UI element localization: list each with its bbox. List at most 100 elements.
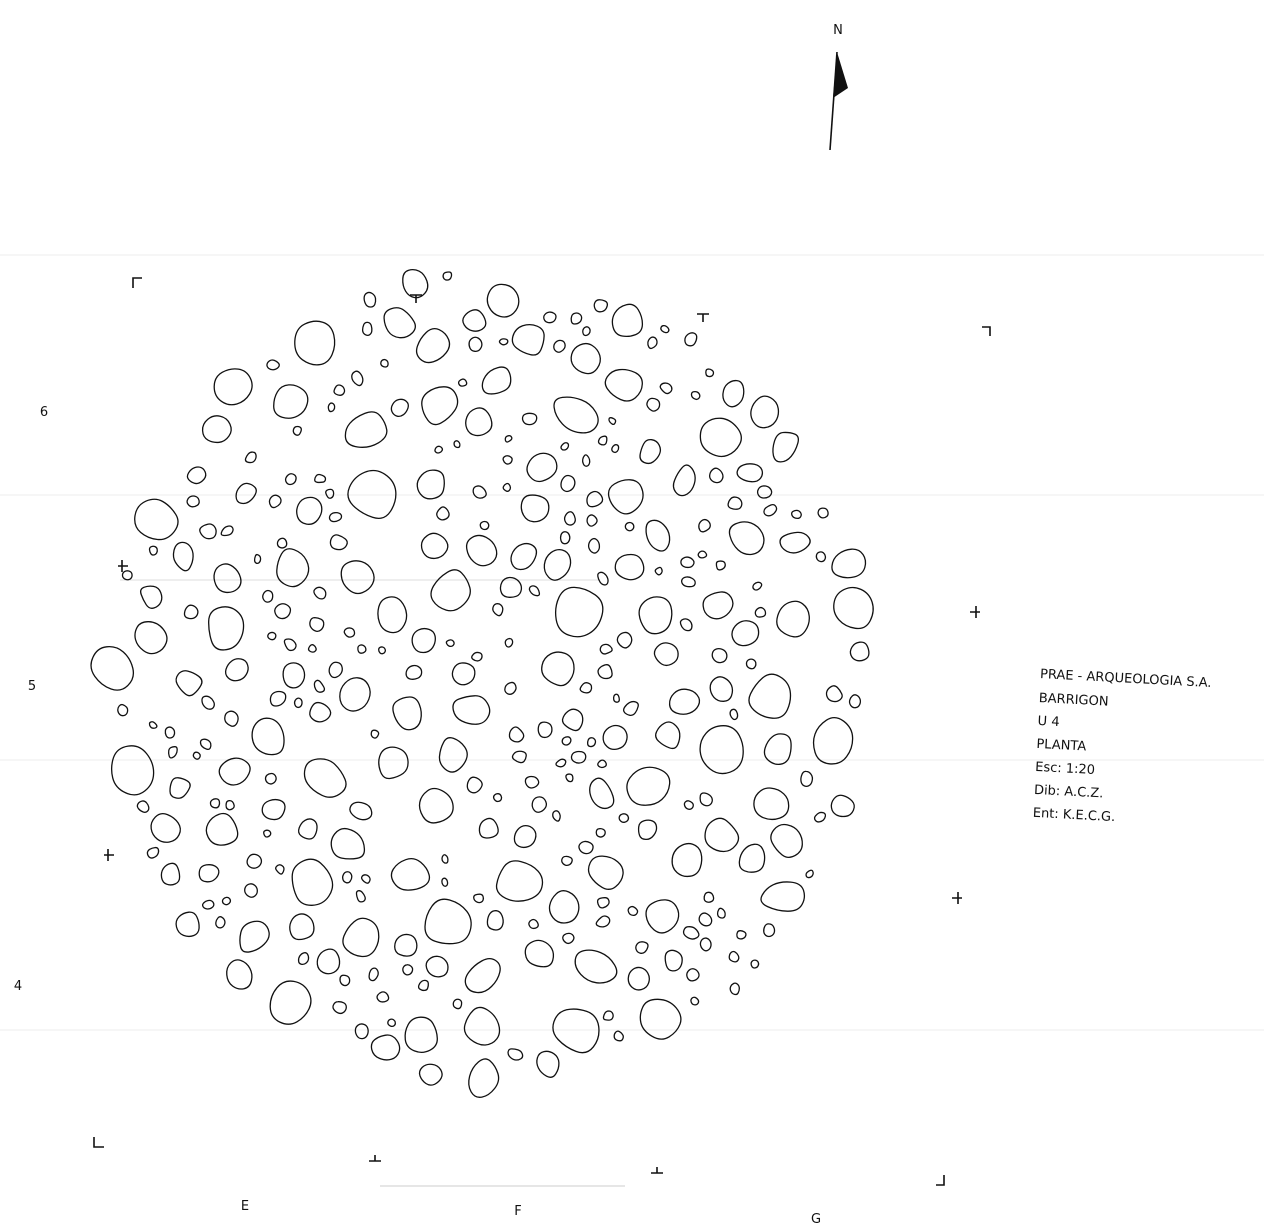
stone [612, 693, 620, 703]
stone [453, 440, 461, 449]
stone [776, 600, 810, 638]
stone [370, 729, 380, 739]
stone [415, 327, 451, 364]
stone [705, 368, 715, 378]
stone [239, 920, 270, 953]
stone [291, 858, 334, 906]
stone [418, 787, 454, 824]
stone [183, 604, 199, 620]
stone [524, 939, 555, 968]
stone [417, 979, 429, 992]
stone [728, 521, 765, 556]
stone [813, 811, 827, 823]
stone [479, 520, 490, 531]
stone [402, 268, 429, 299]
stone [378, 646, 387, 655]
stone [226, 959, 253, 990]
stone [268, 494, 282, 509]
stone [561, 736, 572, 746]
stone [220, 525, 234, 537]
stone [602, 1010, 614, 1021]
column-label: F [514, 1204, 521, 1219]
stone [711, 647, 728, 664]
stone [699, 937, 712, 952]
stone [586, 514, 598, 527]
stone [812, 717, 854, 765]
legend-line: Ent: K.E.C.G. [1032, 806, 1115, 825]
stone [332, 1001, 347, 1015]
stone [328, 661, 343, 679]
stone [513, 824, 537, 849]
stone [611, 303, 644, 338]
stone [273, 384, 309, 419]
north-label: N [833, 23, 843, 38]
stone [848, 694, 862, 709]
stone [275, 864, 285, 875]
tee-marker [410, 294, 422, 303]
stone [627, 966, 650, 991]
tee-marker [118, 560, 128, 572]
stone [134, 621, 168, 655]
stone [581, 454, 591, 467]
north-arrow: N [829, 23, 848, 151]
stone [434, 445, 444, 454]
stone [596, 897, 610, 909]
stone [380, 358, 389, 368]
stone [136, 800, 150, 813]
stone [213, 563, 242, 594]
stone [684, 332, 698, 347]
stone [638, 596, 673, 635]
stone [209, 798, 221, 809]
stone [748, 673, 792, 719]
stone [148, 721, 158, 729]
stone [709, 676, 734, 702]
tee-marker [104, 849, 114, 861]
column-label: E [241, 1199, 249, 1214]
tee-marker [970, 606, 980, 618]
stone [560, 474, 576, 493]
stone [849, 641, 870, 662]
stone [342, 917, 380, 958]
stone [664, 949, 683, 972]
stone [561, 855, 573, 867]
stone [753, 787, 790, 821]
stone [683, 800, 694, 810]
stone [597, 759, 607, 769]
stone [376, 991, 390, 1003]
stone [451, 662, 476, 686]
stone [402, 964, 414, 976]
stone [208, 606, 245, 651]
stone [589, 777, 615, 810]
stone [690, 390, 701, 401]
stone [570, 750, 587, 764]
stone [468, 336, 483, 352]
stone [597, 664, 613, 680]
stone [524, 775, 540, 789]
tee-marker [369, 1155, 381, 1162]
stone [772, 431, 799, 463]
stone [671, 842, 703, 878]
corner-marker [936, 1175, 945, 1186]
stone [815, 551, 827, 563]
stone [121, 570, 133, 581]
stone [438, 737, 468, 773]
stone [604, 368, 643, 402]
stone [235, 482, 257, 505]
stone [698, 518, 711, 533]
stone [708, 467, 724, 484]
stone [148, 545, 158, 556]
stone [452, 998, 463, 1010]
stone [383, 307, 416, 339]
stone [602, 724, 628, 751]
stone [805, 869, 814, 879]
stone [347, 469, 397, 520]
stone [169, 777, 191, 799]
stone [595, 915, 611, 928]
stone [297, 952, 310, 966]
stone [297, 818, 318, 840]
stone [263, 829, 272, 838]
stone [314, 473, 327, 484]
stone [541, 651, 575, 687]
stone [441, 854, 449, 864]
